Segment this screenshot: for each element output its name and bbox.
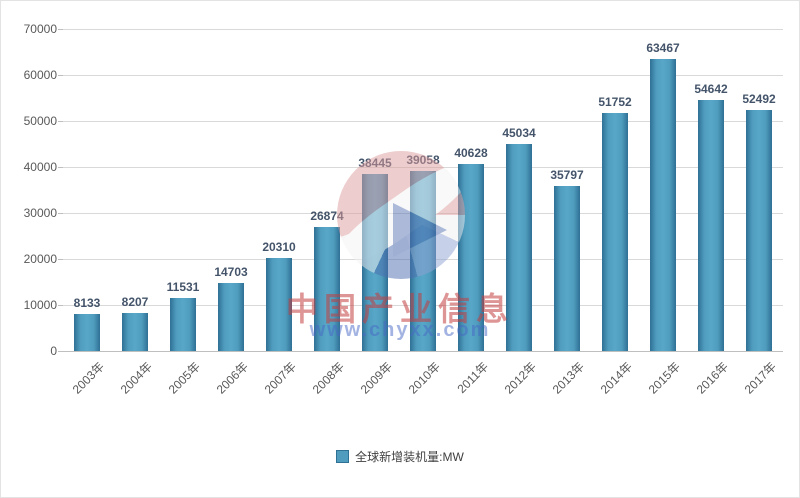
bar-value-label: 14703: [214, 265, 248, 280]
bar-2017年: [746, 109, 772, 351]
x-axis-tick-label: 2015年: [646, 359, 684, 397]
bar-value-label: 8207: [121, 295, 149, 310]
bar-2006年: [218, 283, 244, 351]
y-axis-tick-mark: [58, 213, 63, 214]
y-axis-tick-label: 40000: [23, 160, 57, 174]
y-axis-tick-label: 60000: [23, 68, 57, 82]
bar-2007年: [266, 257, 292, 351]
bar-value-label: 11531: [166, 279, 200, 294]
gridline: [63, 121, 783, 122]
bar-2009年: [362, 174, 388, 351]
y-axis-tick-mark: [58, 351, 63, 352]
y-axis-tick-mark: [58, 259, 63, 260]
bar-value-label: 51752: [598, 94, 632, 109]
bar-value-label: 40628: [454, 146, 488, 161]
x-axis-tick-label: 2006年: [214, 359, 252, 397]
gridline: [63, 29, 783, 30]
x-axis-tick-label: 2008年: [310, 359, 348, 397]
y-axis-tick-mark: [58, 305, 63, 306]
x-axis-tick-label: 2009年: [358, 359, 396, 397]
x-axis-tick-label: 2005年: [166, 359, 204, 397]
watermark-url: www.chyxx.com: [309, 319, 491, 341]
x-axis-tick-label: 2016年: [694, 359, 732, 397]
x-axis-tick-label: 2003年: [70, 359, 108, 397]
bar-value-label: 63467: [646, 41, 680, 56]
bar-2005年: [170, 297, 196, 351]
legend-label: 全球新增装机量:MW: [355, 450, 464, 464]
y-axis-tick-mark: [58, 29, 63, 30]
chart-legend: 全球新增装机量:MW: [1, 448, 799, 465]
x-axis-tick-label: 2007年: [262, 359, 300, 397]
y-axis-tick-label: 10000: [23, 298, 57, 312]
bar-2015年: [650, 59, 676, 351]
x-axis-tick-label: 2011年: [454, 359, 492, 397]
bar-2004年: [122, 313, 148, 351]
gridline: [63, 351, 783, 352]
bar-2014年: [602, 112, 628, 351]
bar-value-label: 8133: [73, 295, 101, 310]
y-axis-tick-label: 0: [50, 344, 57, 358]
y-axis-tick-mark: [58, 75, 63, 76]
x-axis-tick-label: 2012年: [502, 359, 540, 397]
y-axis-tick-label: 50000: [23, 114, 57, 128]
bar-value-label: 54642: [694, 81, 728, 96]
bar-value-label: 52492: [742, 91, 776, 106]
legend-swatch-icon: [336, 450, 350, 463]
gridline: [63, 75, 783, 76]
x-axis-tick-label: 2013年: [550, 359, 588, 397]
y-axis-tick-label: 30000: [23, 206, 57, 220]
y-axis-tick-mark: [58, 121, 63, 122]
y-axis-tick-label: 70000: [23, 22, 57, 36]
bar-value-label: 35797: [550, 168, 584, 183]
bar-value-label: 20310: [262, 239, 296, 254]
bar-2003年: [74, 313, 100, 351]
bar-2013年: [554, 186, 580, 351]
bar-2012年: [506, 143, 532, 351]
x-axis-tick-label: 2017年: [742, 359, 780, 397]
bar-2016年: [698, 99, 724, 351]
bar-value-label: 26874: [310, 209, 344, 224]
y-axis-tick-label: 20000: [23, 252, 57, 266]
bar-2011年: [458, 164, 484, 351]
y-axis-tick-mark: [58, 167, 63, 168]
x-axis-tick-label: 2004年: [118, 359, 156, 397]
x-axis-tick-label: 2010年: [406, 359, 444, 397]
bar-value-label: 45034: [502, 125, 536, 140]
x-axis-tick-label: 2014年: [598, 359, 636, 397]
bar-2010年: [410, 171, 436, 351]
bar-2008年: [314, 227, 340, 351]
